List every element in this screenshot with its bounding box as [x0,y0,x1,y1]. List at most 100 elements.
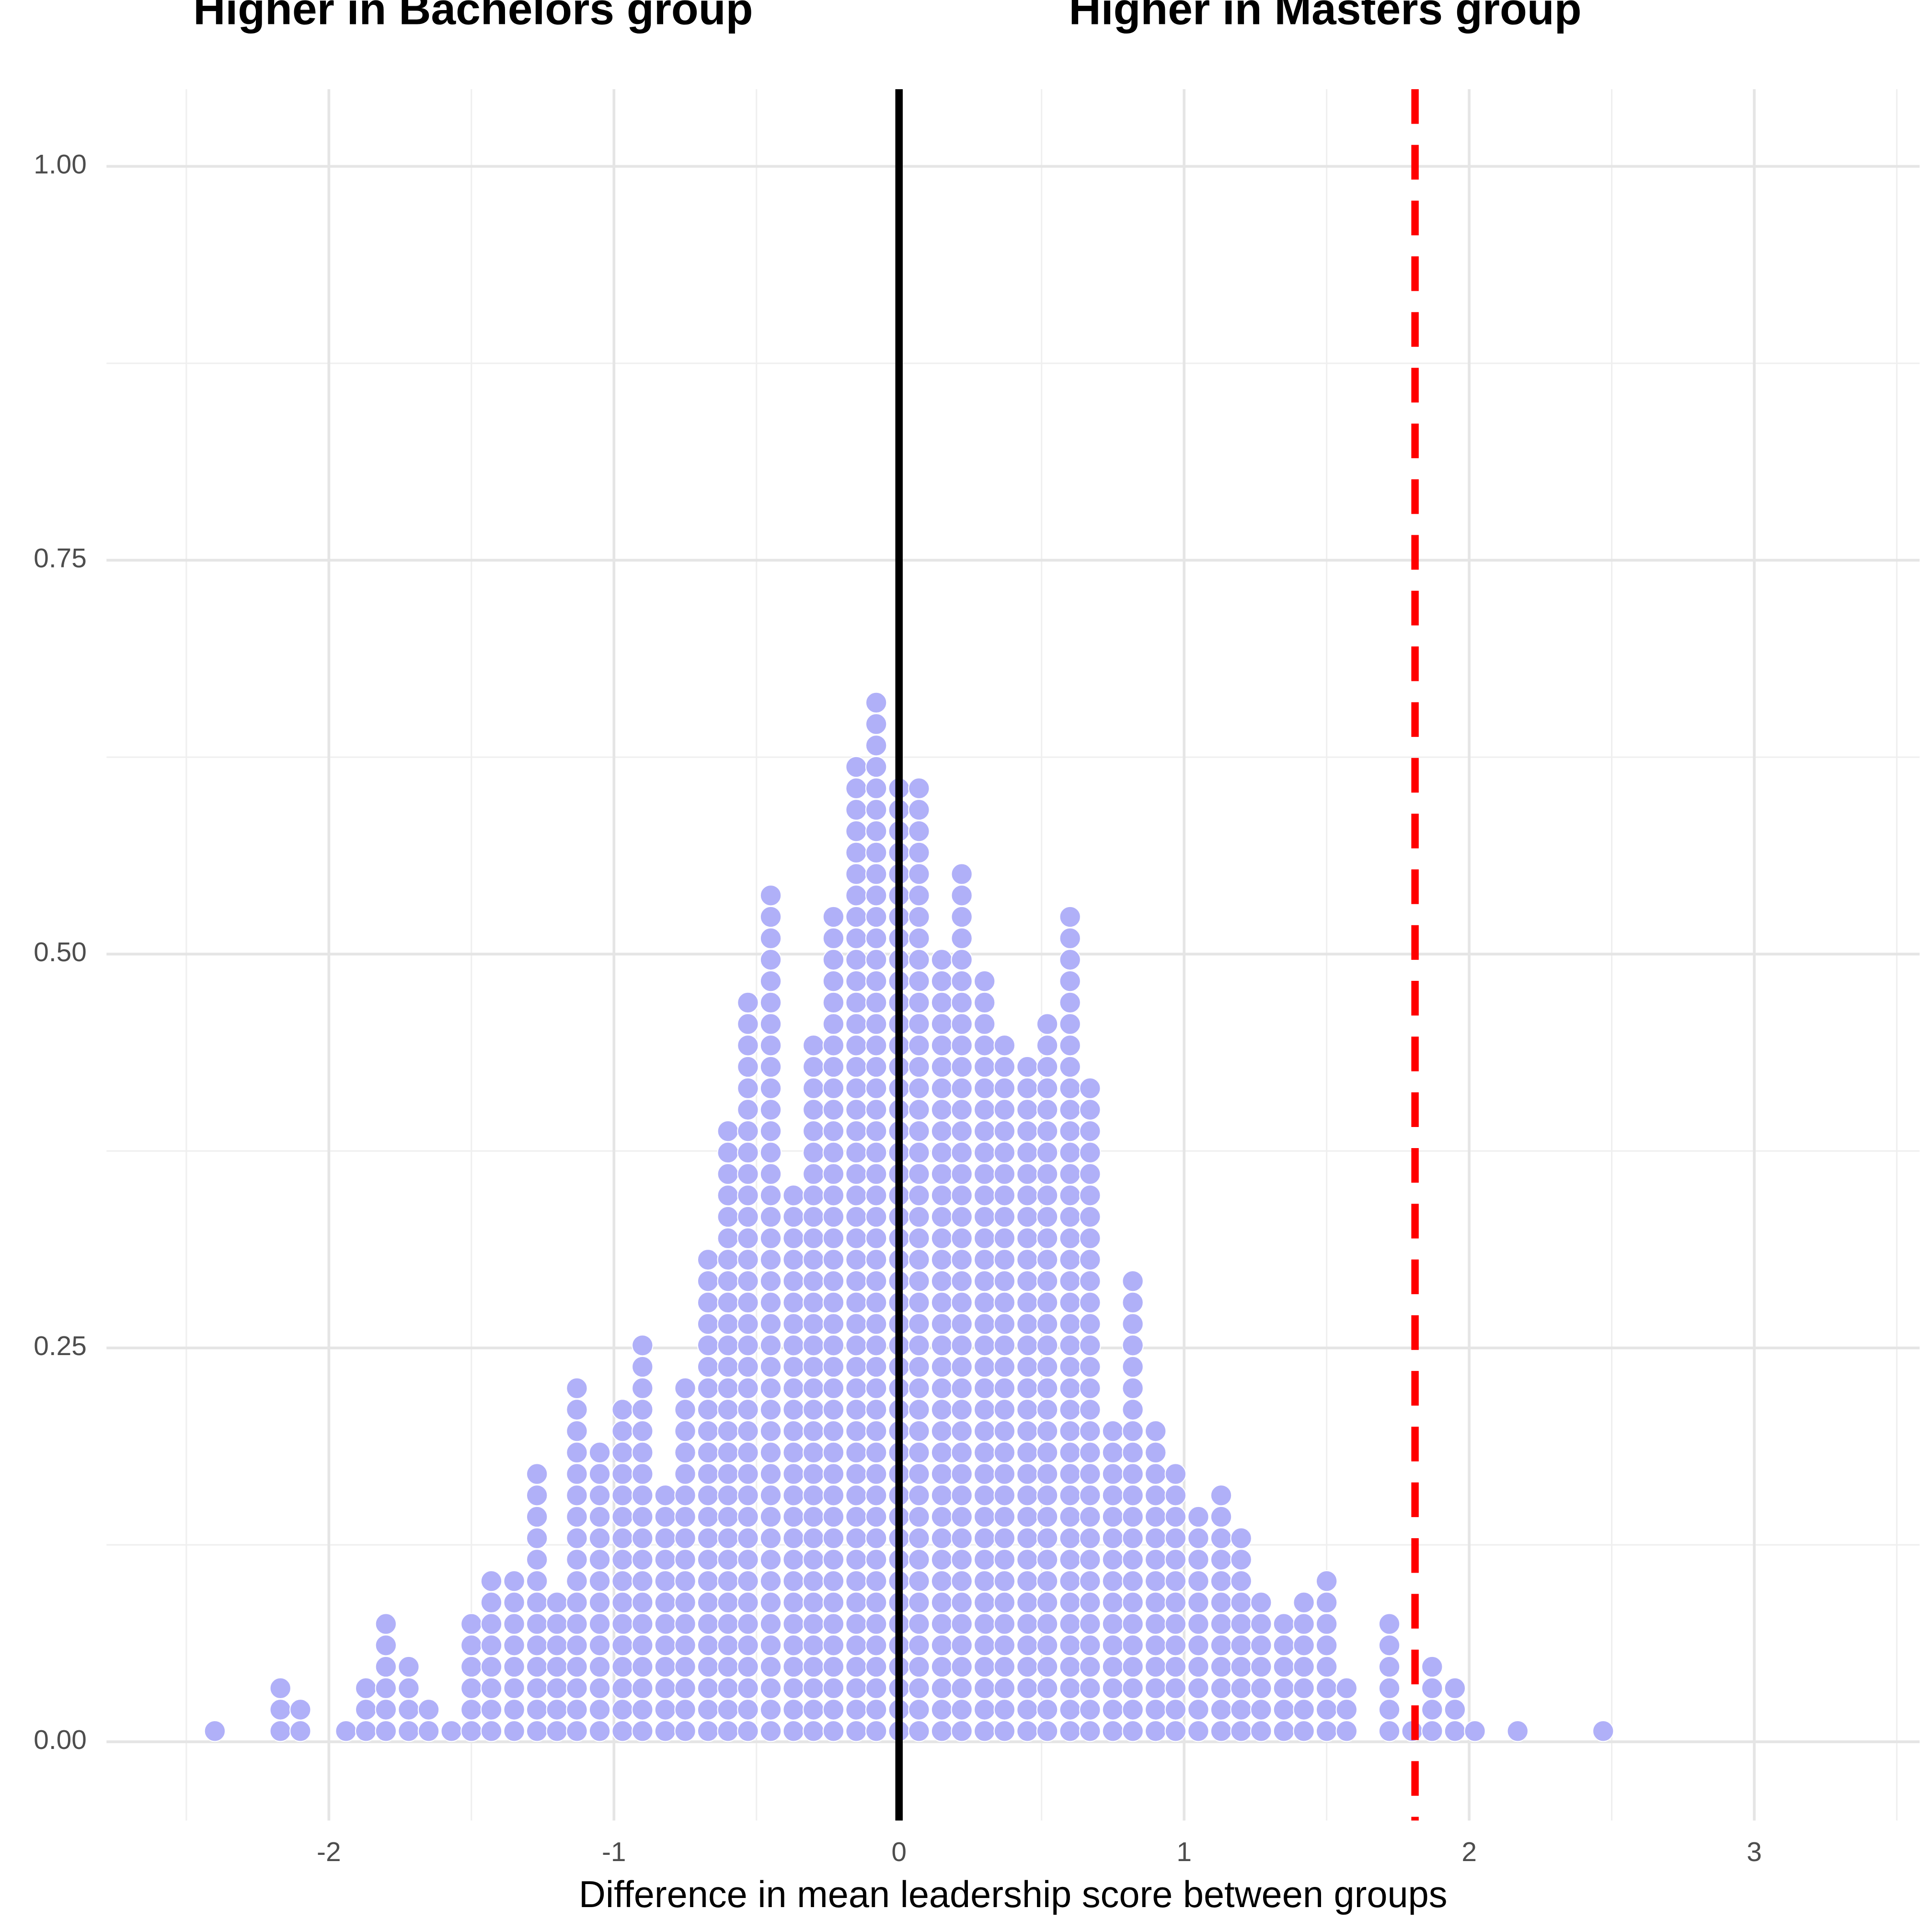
dot [1102,1484,1124,1506]
dot [1036,1184,1058,1207]
dot [845,1484,867,1506]
dot [822,1184,845,1207]
dot [737,1634,759,1656]
dot [803,1720,825,1742]
dot [1059,1549,1081,1571]
dot [993,1720,1016,1742]
dot [697,1677,719,1699]
dot [632,1484,654,1506]
dot [865,1099,887,1121]
dot [697,1613,719,1635]
dot [865,735,887,757]
dot [1036,1570,1058,1592]
dot [717,1484,739,1506]
dot [697,1441,719,1464]
dot [908,949,930,971]
dot [1210,1591,1232,1614]
dot [1315,1656,1338,1678]
dot [1102,1720,1124,1742]
dot [822,1720,845,1742]
dot [566,1549,588,1571]
dot [1122,1613,1144,1635]
dot [588,1484,611,1506]
dot [993,1677,1016,1699]
dot [1144,1441,1167,1464]
dot [845,1591,867,1614]
dot [865,1356,887,1378]
dot [845,970,867,992]
dot [737,1056,759,1078]
dot [1079,1591,1101,1614]
dot [1059,1163,1081,1185]
dot [717,1677,739,1699]
dot [865,756,887,778]
dot [1230,1677,1252,1699]
dot [973,1035,996,1057]
dot [993,1377,1016,1399]
dot [865,1013,887,1035]
dot [973,1120,996,1142]
dot [1102,1656,1124,1678]
dot [973,1141,996,1164]
dot [1102,1634,1124,1656]
dot [737,1549,759,1571]
dot [845,1420,867,1442]
dot [931,1227,953,1249]
dot [845,1677,867,1699]
dot [1122,1570,1144,1592]
dot [717,1249,739,1271]
dot [951,927,973,949]
dot [865,1077,887,1099]
dot [845,841,867,864]
dot [803,1313,825,1335]
dot [1079,1163,1101,1185]
dot [973,1484,996,1506]
dot [588,1720,611,1742]
dot [697,1549,719,1571]
dot [803,1570,825,1592]
dot [822,1120,845,1142]
x-tick-label: -2 [317,1837,341,1867]
dot [822,1141,845,1164]
dot [822,906,845,928]
dot [1144,1463,1167,1485]
dot [1250,1634,1272,1656]
dot [931,1077,953,1099]
dot [993,1056,1016,1078]
dot [759,885,782,907]
dot [1506,1720,1529,1742]
dot [1144,1484,1167,1506]
dot [993,1527,1016,1549]
dot [803,1356,825,1378]
dot [931,1270,953,1292]
dot [546,1677,568,1699]
dot [588,1527,611,1549]
dot [759,1399,782,1421]
dot [1210,1527,1232,1549]
dot [782,1699,805,1721]
dot [931,1699,953,1721]
dot [865,1613,887,1635]
dot [375,1720,397,1742]
labels: -2 -1 0 1 2 3 0.00 0.25 0.50 0.75 1.00 [34,150,1762,1867]
dot [803,1591,825,1614]
dot [908,777,930,799]
dot [845,1270,867,1292]
dot [674,1484,696,1506]
dot [1059,1013,1081,1035]
dot [993,1506,1016,1528]
dot [759,1163,782,1185]
dot [1122,1334,1144,1357]
dot [822,1634,845,1656]
dot [566,1506,588,1528]
dot [993,1591,1016,1614]
dot [717,1141,739,1164]
dot [654,1720,677,1742]
dot [1016,1656,1038,1678]
dot [737,1591,759,1614]
dot [1016,1549,1038,1571]
dot [759,1720,782,1742]
dot [951,1056,973,1078]
dot [1059,1141,1081,1164]
dot [1122,1549,1144,1571]
